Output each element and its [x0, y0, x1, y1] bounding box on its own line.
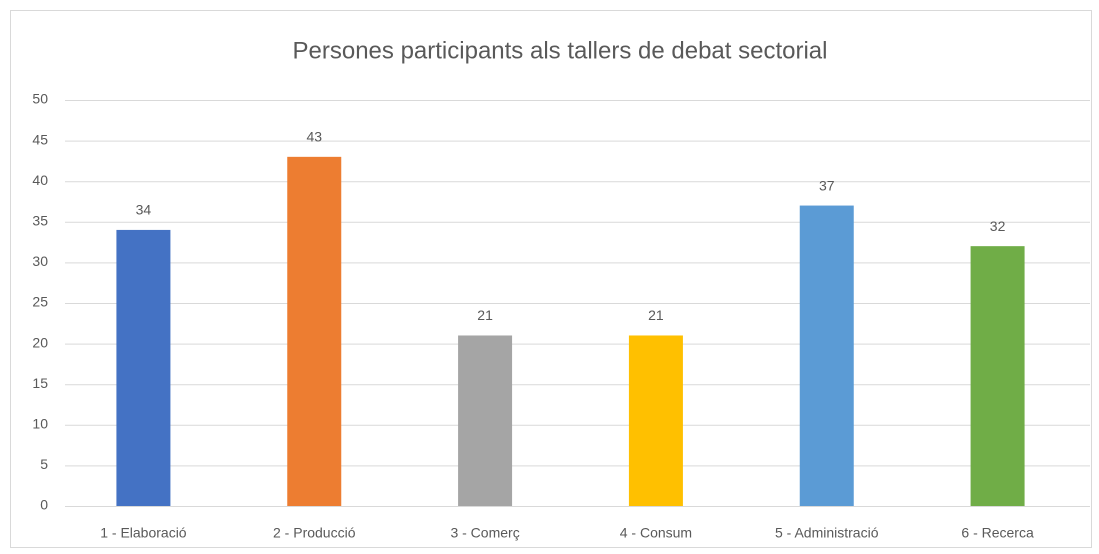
x-tick-label: 2 - Producció — [273, 525, 356, 541]
y-tick-label: 50 — [32, 91, 48, 107]
data-label: 37 — [819, 177, 835, 193]
x-tick-label: 4 - Consum — [620, 525, 692, 541]
bar — [287, 156, 342, 506]
x-tick-label: 1 - Elaboració — [100, 525, 187, 541]
bar — [799, 205, 854, 506]
bar — [628, 335, 683, 506]
y-tick-label: 30 — [32, 253, 48, 269]
y-tick-label: 15 — [32, 375, 48, 391]
y-tick-label: 0 — [40, 497, 48, 513]
y-tick-label: 35 — [32, 213, 48, 229]
y-tick-label: 20 — [32, 334, 48, 350]
bar — [116, 229, 171, 507]
bar — [970, 246, 1025, 506]
data-label: 21 — [477, 307, 493, 323]
chart-title: Persones participants als tallers de deb… — [293, 37, 828, 64]
y-tick-label: 10 — [32, 416, 48, 432]
data-label: 32 — [990, 218, 1006, 234]
y-tick-label: 5 — [40, 456, 48, 472]
x-tick-label: 3 - Comerç — [450, 525, 519, 541]
x-tick-label: 5 - Administració — [775, 525, 879, 541]
y-tick-label: 45 — [32, 131, 48, 147]
data-label: 43 — [306, 129, 322, 145]
x-tick-label: 6 - Recerca — [961, 525, 1034, 541]
data-label: 34 — [136, 202, 152, 218]
data-label: 21 — [648, 307, 664, 323]
bar — [458, 335, 513, 506]
y-tick-label: 25 — [32, 294, 48, 310]
chart-border — [10, 10, 1092, 548]
y-tick-label: 40 — [32, 172, 48, 188]
